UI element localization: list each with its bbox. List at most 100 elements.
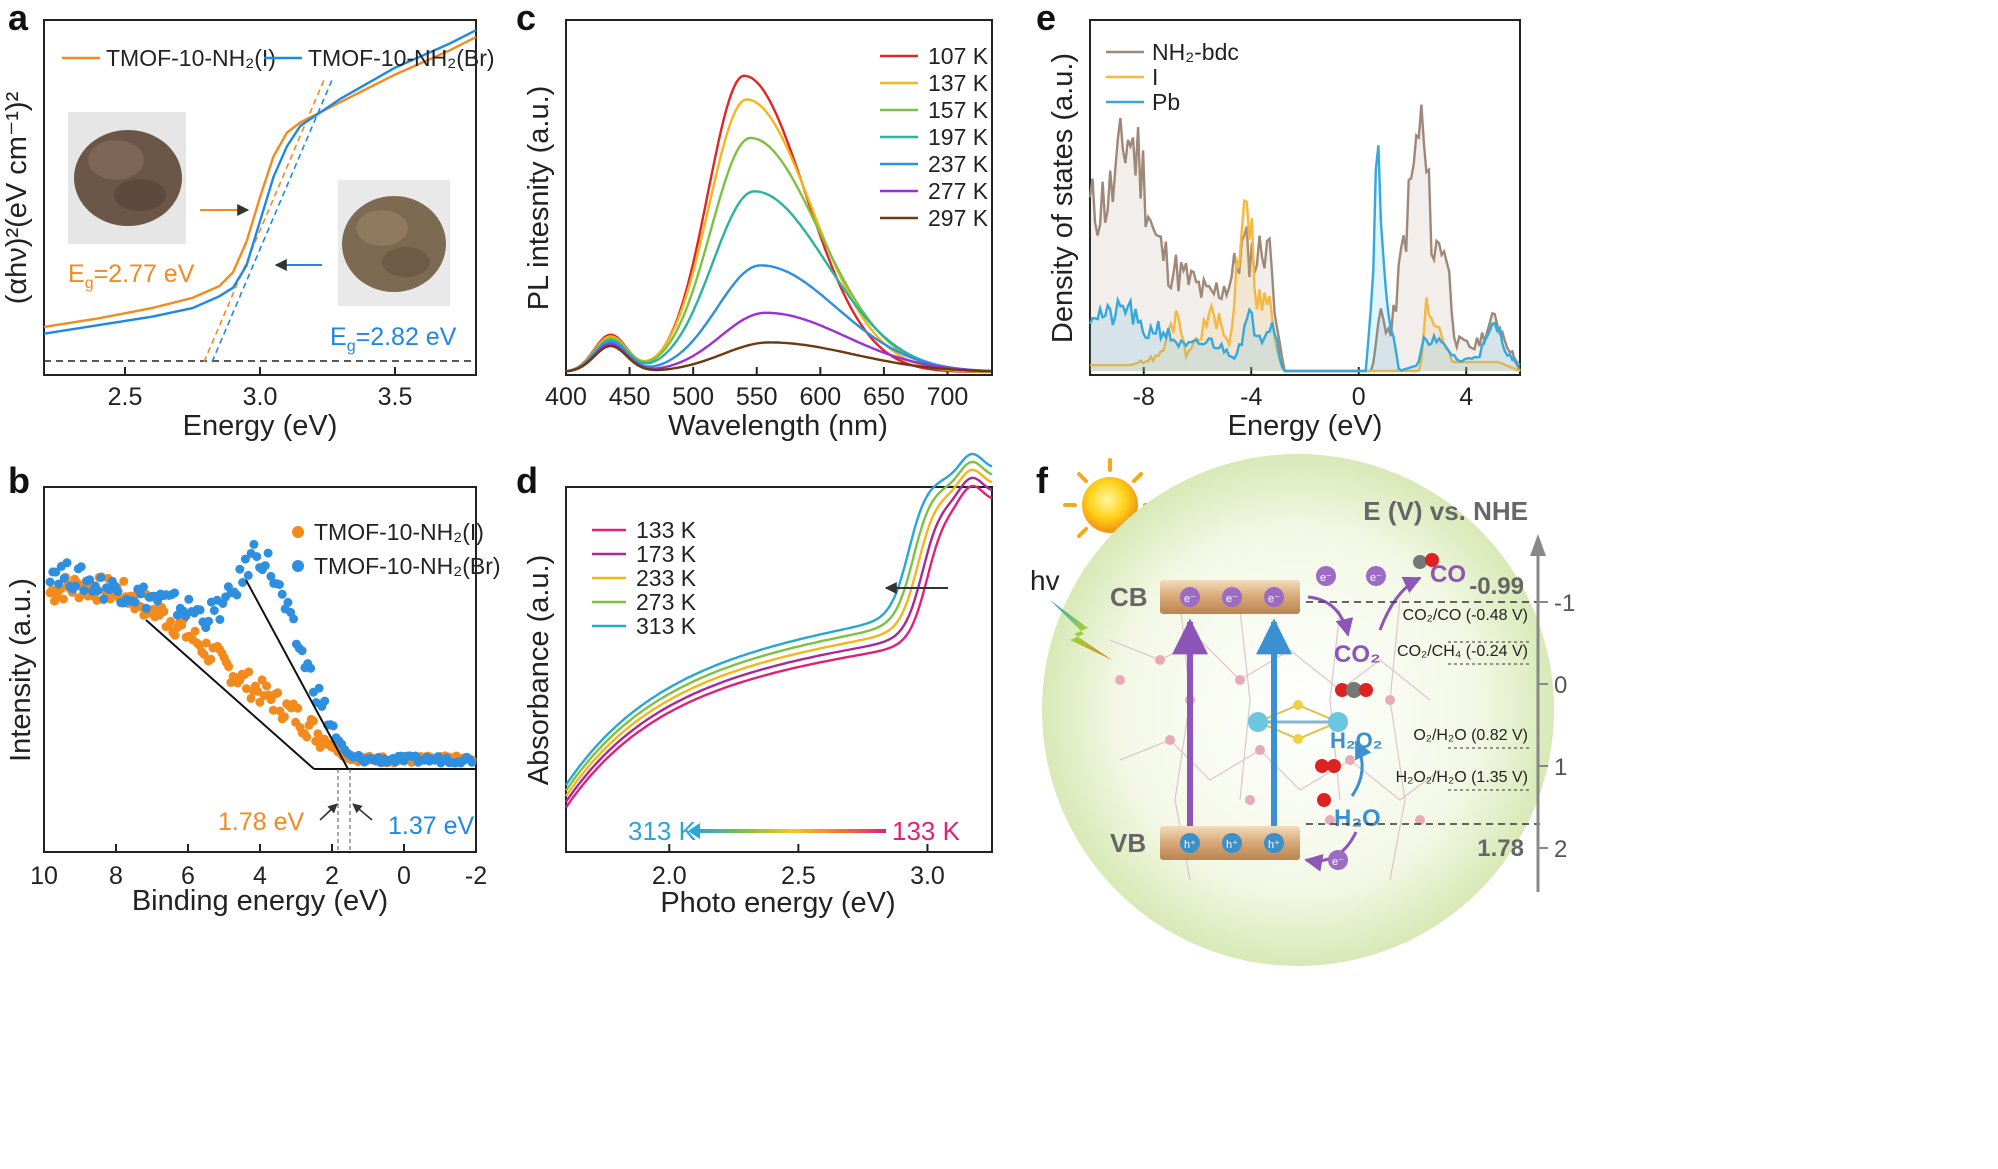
x-tick-label: 4 <box>1459 383 1473 411</box>
x-ticks: 400 450 500 550 600 650 700 <box>545 367 968 411</box>
legend-label: 313 K <box>636 613 697 639</box>
x-tick-label: 2.5 <box>781 862 816 890</box>
arrow-br <box>352 803 373 821</box>
panel-b: b 10 8 6 4 2 0 -2 1.78 eV 1.37 eV TMOF-10-NH₂(… <box>5 460 501 917</box>
data-point <box>277 589 287 599</box>
data-point <box>130 597 140 607</box>
panel-f: f <box>1030 454 1575 966</box>
plot-frame <box>565 486 993 853</box>
potential-tick-label: -1 <box>1554 590 1575 617</box>
panel-letter-a: a <box>8 0 29 38</box>
data-point <box>215 615 225 624</box>
eg-label-i: Eg=2.77 eV <box>68 260 195 292</box>
data-point <box>289 614 299 624</box>
panel-letter-f: f <box>1036 460 1049 501</box>
data-point <box>293 703 303 713</box>
data-point <box>201 638 211 648</box>
data-point <box>235 564 245 574</box>
x-tick-label: 600 <box>799 383 841 411</box>
x-tick-label: 2.0 <box>652 862 687 890</box>
x-tick-label: 4 <box>253 862 267 890</box>
data-point <box>85 575 95 585</box>
hole-label: h⁺ <box>1268 839 1280 851</box>
legend-label-i: TMOF-10-NH₂(I) <box>314 519 484 545</box>
pl-curve-297k <box>565 341 991 373</box>
h2o2-molecule-icon <box>1315 759 1341 773</box>
x-tick-label: 500 <box>672 383 714 411</box>
potential-label-4: H₂O₂/H₂O (1.35 V) <box>1396 769 1528 786</box>
x-tick-label: 450 <box>609 383 651 411</box>
h2o-label: H₂O <box>1334 805 1381 832</box>
data-point <box>119 576 129 586</box>
data-point <box>262 681 272 691</box>
legend-label: I <box>1152 64 1158 90</box>
co-molecule-icon <box>1413 553 1439 569</box>
eg-label-br: Eg=2.82 eV <box>330 323 457 355</box>
x-ticks: 2.0 2.5 3.0 <box>652 844 945 890</box>
data-point <box>467 757 477 767</box>
light-bolt-icon <box>1050 600 1112 660</box>
data-point <box>238 578 248 587</box>
potential-tick-label: 0 <box>1554 672 1567 699</box>
data-point <box>283 597 293 607</box>
dos-fill <box>1090 145 1520 371</box>
data-point <box>328 721 338 731</box>
plot-frame <box>1089 19 1521 376</box>
x-tick-label: 2 <box>325 862 339 890</box>
fit-line-br <box>245 579 349 770</box>
y-axis-title: (αhν)²(eV cm⁻¹)² <box>1 91 33 304</box>
holes: h⁺ h⁺ h⁺ <box>1180 833 1284 853</box>
series-line-i <box>43 36 477 329</box>
data-point <box>47 585 57 595</box>
x-tick-label: 400 <box>545 383 587 411</box>
data-point <box>184 594 194 604</box>
data-point <box>315 742 325 752</box>
data-point <box>136 589 146 599</box>
x-ticks: 2.5 3.0 3.5 <box>108 367 412 411</box>
hole-icon <box>1264 833 1284 853</box>
potential-label-1: CO₂/CO (-0.48 V) <box>1403 607 1528 624</box>
potential-label-3: O₂/H₂O (0.82 V) <box>1413 727 1528 744</box>
legend-label: 173 K <box>636 541 697 567</box>
data-point <box>92 595 102 605</box>
x-tick-label: 2.5 <box>108 383 143 411</box>
electron-label: e⁻ <box>1226 593 1238 605</box>
data-point <box>170 588 180 598</box>
pl-curve-107k <box>565 74 991 374</box>
electron-label: e⁻ <box>1268 593 1280 605</box>
legend-label: 197 K <box>928 124 989 150</box>
data-point <box>314 683 324 693</box>
onset-label-i: 1.78 eV <box>218 808 305 836</box>
metal-cluster <box>1248 700 1348 744</box>
co2-label: CO₂ <box>1334 641 1381 668</box>
fit-line-i <box>145 619 315 770</box>
potential-axis-title: E (V) vs. NHE <box>1363 496 1528 526</box>
x-tick-label: 0 <box>397 862 411 890</box>
x-ticks: -8 -4 0 4 <box>1133 367 1473 411</box>
data-point <box>253 686 263 696</box>
plot-frame <box>565 19 993 376</box>
x-tick-label: 650 <box>863 383 905 411</box>
data-point <box>240 554 250 564</box>
tangent-line-br <box>211 79 333 363</box>
y-axis-title: Intensity (a.u.) <box>5 578 37 762</box>
label-313k: 313 K <box>628 816 697 846</box>
x-axis-title: Photo energy (eV) <box>660 887 895 919</box>
data-point <box>153 596 163 606</box>
potential-axis-ticks: -1 0 1 2 <box>1538 590 1575 863</box>
legend-label: NH₂-bdc <box>1152 39 1239 65</box>
electrons: e⁻ e⁻ e⁻ <box>1180 587 1284 607</box>
data-point <box>96 573 106 582</box>
panel-letter-d: d <box>516 460 538 501</box>
electron-label: e⁻ <box>1320 572 1332 584</box>
arrow-i <box>319 803 338 821</box>
x-tick-label: 3.0 <box>243 383 278 411</box>
y-axis-title: Absorbance (a.u.) <box>523 555 555 786</box>
h2o-molecule-icon <box>1317 793 1331 807</box>
x-axis-title: Wavelength (nm) <box>668 410 888 442</box>
data-point <box>113 587 123 596</box>
vb-label: VB <box>1110 828 1146 858</box>
gradient-arrow-head <box>688 823 700 839</box>
